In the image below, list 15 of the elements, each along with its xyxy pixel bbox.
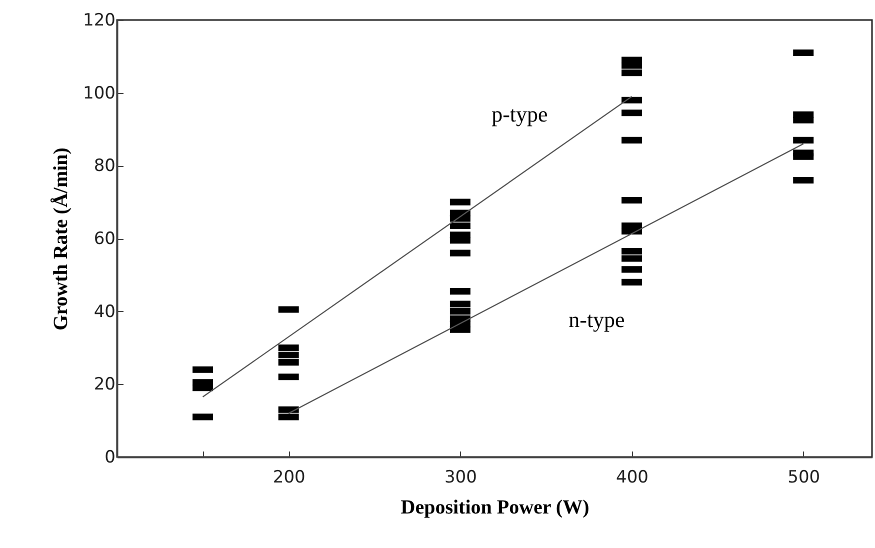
- y-tick-label: 120: [83, 10, 116, 30]
- y-axis-title: Growth Rate (Å/min): [50, 148, 72, 330]
- y-tick-label: 100: [83, 83, 116, 104]
- y-tick-label: 40: [94, 302, 116, 322]
- series-label: p-type: [492, 102, 548, 127]
- x-tick-label: 500: [788, 468, 820, 488]
- series-label: n-type: [568, 307, 625, 332]
- y-tick-label: 80: [94, 156, 116, 176]
- y-tick-label: 0: [104, 448, 116, 468]
- y-tick-label: 20: [94, 374, 116, 395]
- x-tick-label: 400: [616, 468, 648, 488]
- x-tick-label: 300: [444, 468, 477, 488]
- x-axis-title: Deposition Power (W): [400, 496, 590, 518]
- x-tick-label: 200: [272, 468, 306, 488]
- y-tick-label: 60: [94, 229, 116, 249]
